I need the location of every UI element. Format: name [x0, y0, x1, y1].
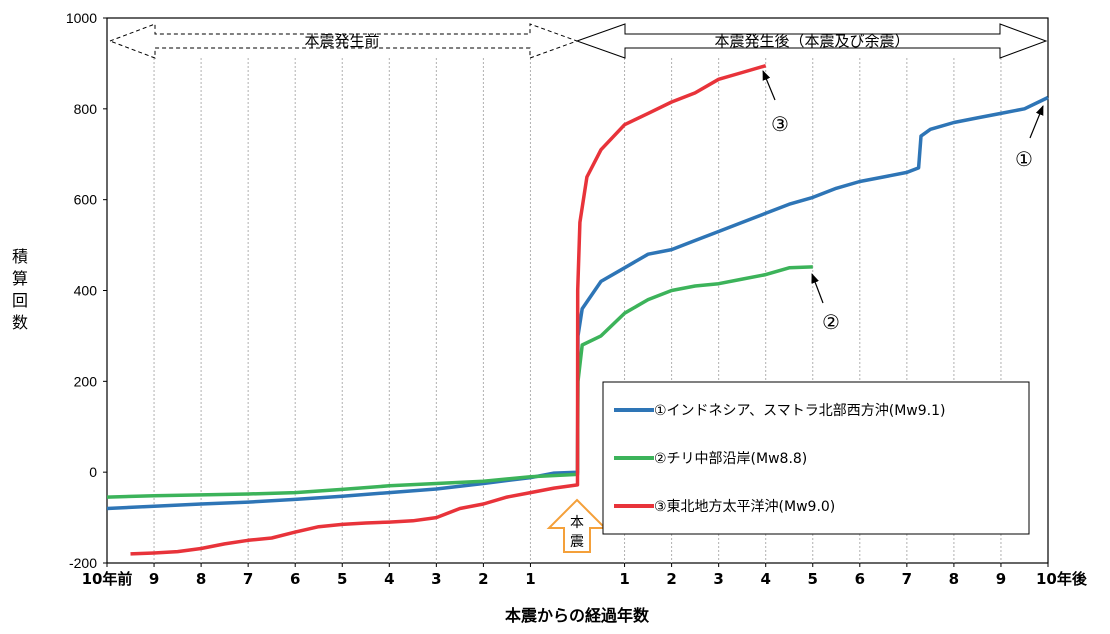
- y-axis-ticks: -200 0 200 400 600 800 1000: [66, 10, 107, 571]
- x-tick-label: 6: [855, 570, 865, 588]
- x-tick-label: 3: [431, 570, 441, 588]
- x-tick-label: 1: [619, 570, 629, 588]
- series-lines: [106, 64, 1049, 556]
- legend-label-2: ②チリ中部沿岸(Mw8.8): [654, 451, 807, 467]
- x-tick-label: 10年後: [1036, 570, 1088, 588]
- y-tick-label: 1000: [66, 10, 97, 26]
- x-tick-label: 9: [996, 570, 1006, 588]
- x-tick-label: 5: [337, 570, 347, 588]
- marker-arrow-2: [811, 273, 824, 304]
- legend-label-1: ①インドネシア、スマトラ北部西方沖(Mw9.1): [654, 403, 945, 419]
- marker-label-2: ②: [822, 310, 840, 334]
- period-annotations: 本震発生前 本震発生後（本震及び余震）: [108, 23, 1048, 59]
- mainshock-label-bottom: 震: [570, 534, 584, 550]
- x-tick-label: 2: [666, 570, 676, 588]
- x-tick-label: 4: [760, 570, 770, 588]
- x-tick-label: 5: [808, 570, 818, 588]
- series-line-1: [106, 95, 1049, 511]
- y-axis-label: 積算回数: [12, 247, 28, 332]
- legend: ①インドネシア、スマトラ北部西方沖(Mw9.1) ②チリ中部沿岸(Mw8.8) …: [602, 381, 1030, 535]
- vertical-gridlines: [153, 58, 1002, 563]
- series-markers: ③ ② ①: [762, 70, 1044, 334]
- marker-label-1: ①: [1015, 147, 1033, 171]
- x-tick-label: 3: [713, 570, 723, 588]
- x-tick-label: 10年前: [82, 570, 133, 588]
- x-tick-label: 8: [949, 570, 959, 588]
- marker-label-3: ③: [771, 112, 789, 136]
- mainshock-marker: 本 震: [546, 498, 608, 553]
- series-line-3: [130, 64, 767, 556]
- mainshock-label-top: 本: [570, 515, 584, 531]
- marker-arrow-3: [762, 70, 776, 101]
- y-tick-label: 0: [89, 464, 97, 480]
- before-period-label: 本震発生前: [304, 32, 379, 50]
- marker-arrow-1: [1029, 105, 1044, 139]
- x-tick-label: 6: [290, 570, 300, 588]
- y-tick-label: 200: [74, 373, 98, 389]
- after-period-arrow: [575, 23, 1048, 59]
- legend-label-3: ③東北地方太平洋沖(Mw9.0): [654, 499, 835, 515]
- x-tick-label: 1: [525, 570, 535, 588]
- y-tick-label: 400: [74, 283, 98, 299]
- x-tick-label: 8: [196, 570, 206, 588]
- y-tick-label: 800: [74, 101, 98, 117]
- x-axis-label: 本震からの経過年数: [505, 606, 650, 625]
- y-tick-label: 600: [74, 192, 98, 208]
- x-tick-label: 9: [149, 570, 159, 588]
- x-tick-label: 7: [243, 570, 253, 588]
- legend-box: [602, 381, 1030, 535]
- after-period-label: 本震発生後（本震及び余震）: [714, 32, 909, 50]
- x-tick-label: 4: [384, 570, 394, 588]
- y-tick-label: -200: [69, 555, 97, 571]
- x-axis-ticks: 10年前 9 8 7 6 5 4 3 2 1 1 2 3 4 5 6 7 8 9 10年後: [82, 563, 1088, 588]
- x-tick-label: 2: [478, 570, 488, 588]
- x-tick-label: 7: [902, 570, 912, 588]
